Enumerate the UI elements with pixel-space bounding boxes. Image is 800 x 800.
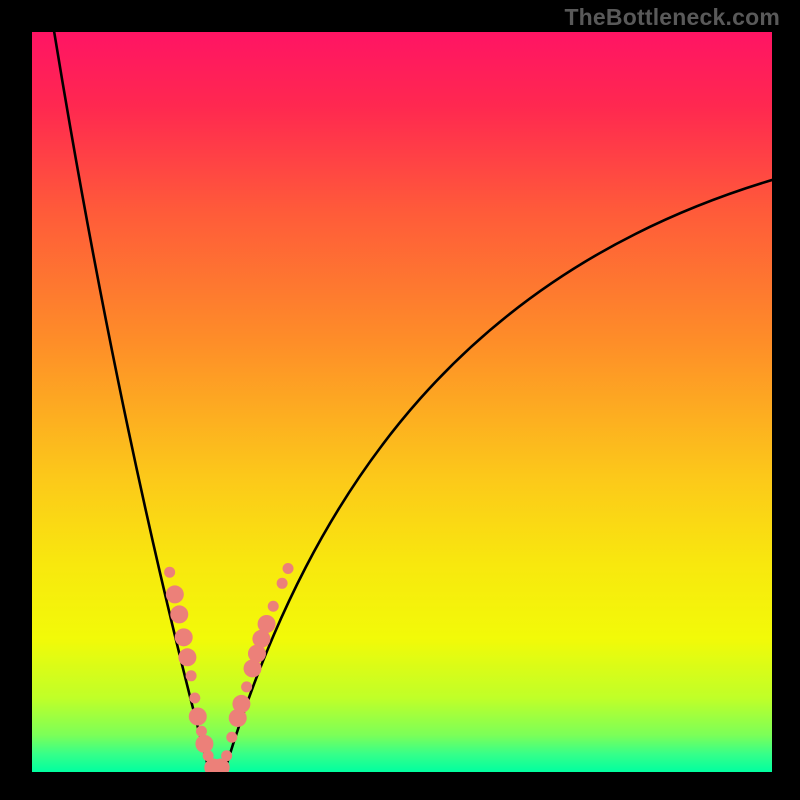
data-marker — [277, 578, 288, 589]
data-marker — [175, 628, 193, 646]
data-marker — [241, 681, 252, 692]
data-marker — [268, 601, 279, 612]
data-marker — [166, 585, 184, 603]
data-marker — [283, 563, 294, 574]
data-marker — [232, 695, 250, 713]
gradient-background — [32, 32, 772, 772]
plot-area — [32, 32, 772, 772]
data-marker — [178, 648, 196, 666]
data-marker — [258, 615, 276, 633]
data-marker — [226, 732, 237, 743]
data-marker — [189, 708, 207, 726]
watermark-text: TheBottleneck.com — [564, 4, 780, 31]
data-marker — [189, 693, 200, 704]
chart-container: TheBottleneck.com — [0, 0, 800, 800]
data-marker — [186, 670, 197, 681]
data-marker — [221, 750, 232, 761]
data-marker — [170, 605, 188, 623]
data-marker — [195, 735, 213, 753]
data-marker — [164, 567, 175, 578]
